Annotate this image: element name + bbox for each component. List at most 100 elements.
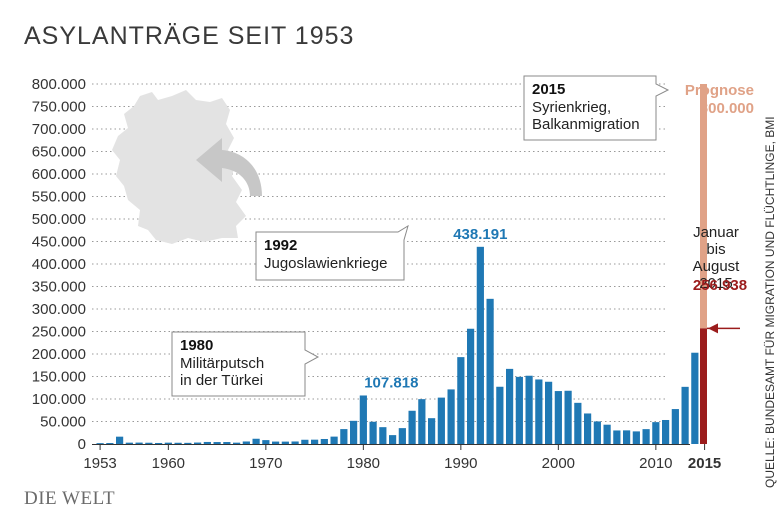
bar xyxy=(223,442,231,444)
bar xyxy=(194,442,202,444)
callout-title: 1992 xyxy=(264,237,297,254)
bar xyxy=(174,442,182,444)
y-tick-label: 50.000 xyxy=(40,414,86,431)
callout-text: Militärputsch xyxy=(180,355,264,372)
bar xyxy=(242,441,250,444)
bar xyxy=(486,298,494,444)
bar xyxy=(428,418,436,444)
bar xyxy=(681,386,689,444)
bar xyxy=(408,410,416,444)
x-tick-label: 1980 xyxy=(347,455,380,472)
y-tick-label: 600.000 xyxy=(32,166,86,183)
actual-value: 256.938 xyxy=(693,277,747,294)
bar xyxy=(116,436,124,444)
callout-box xyxy=(171,331,320,397)
bar xyxy=(213,442,221,444)
peak-labels: 107.818 438.191 xyxy=(364,226,507,392)
bar xyxy=(262,440,270,444)
bar xyxy=(106,443,114,444)
callout-box xyxy=(255,224,409,281)
y-tick-label: 350.000 xyxy=(32,279,86,296)
y-tick-label: 550.000 xyxy=(32,189,86,206)
bar xyxy=(457,357,465,444)
x-tick-label: 1953 xyxy=(83,455,116,472)
germany-map-shape xyxy=(112,90,246,244)
bar xyxy=(476,246,484,444)
y-tick-label: 650.000 xyxy=(32,144,86,161)
x-tick-label: 1960 xyxy=(152,455,185,472)
y-tick-label: 750.000 xyxy=(32,99,86,116)
y-tick-label: 800.000 xyxy=(32,76,86,93)
bar xyxy=(340,429,348,444)
bar xyxy=(496,386,504,444)
bar xyxy=(252,438,260,444)
bar xyxy=(593,421,601,444)
x-tick-label: 2015 xyxy=(688,455,721,472)
callout-text: in der Türkei xyxy=(180,372,263,389)
bar xyxy=(164,442,172,444)
x-axis: 1953 1960 1970 1980 1990 2000 2010 2015 xyxy=(83,444,721,472)
callout-box xyxy=(523,75,670,141)
bar xyxy=(613,430,621,444)
prognose-label: Prognose xyxy=(685,82,754,99)
bar xyxy=(301,439,309,444)
callout-text: Jugoslawienkriege xyxy=(264,255,387,272)
bar-prognose-2015 xyxy=(700,84,707,329)
curved-arrow-icon xyxy=(196,138,262,196)
bar xyxy=(369,421,377,444)
actual-period-label: bis xyxy=(706,241,725,258)
bar xyxy=(135,442,143,444)
bar xyxy=(389,435,397,444)
bar xyxy=(291,441,299,444)
source-note: QUELLE: BUNDESAMT FÜR MIGRATION UND FLÜC… xyxy=(763,116,777,488)
bar-actual-2015 xyxy=(700,328,707,444)
bar xyxy=(233,442,241,444)
bar xyxy=(623,430,631,444)
x-tick-label: 2000 xyxy=(542,455,575,472)
bar xyxy=(184,442,192,444)
bar xyxy=(574,402,582,444)
prognose-value: 800.000 xyxy=(700,100,754,117)
bar xyxy=(125,442,133,444)
bar xyxy=(359,395,367,444)
peak-label: 107.818 xyxy=(364,374,418,391)
peak-label: 438.191 xyxy=(453,226,507,243)
bar-series xyxy=(96,246,699,444)
bar xyxy=(506,368,514,444)
bar xyxy=(632,431,640,444)
bar xyxy=(398,428,406,444)
bar xyxy=(642,429,650,444)
y-tick-label: 0 xyxy=(78,436,86,453)
bar xyxy=(603,424,611,444)
y-tick-label: 150.000 xyxy=(32,369,86,386)
bar xyxy=(564,390,572,444)
actual-period-label: 2015 xyxy=(699,275,732,292)
bar xyxy=(437,397,445,444)
y-axis-ticks: 800.000 750.000 700.000 650.000 600.000 550.0… xyxy=(32,76,86,453)
germany-map-icon xyxy=(112,90,246,244)
bar xyxy=(515,376,523,444)
publisher-logo-text: DIE WELT xyxy=(24,488,116,509)
bar xyxy=(584,413,592,444)
bar xyxy=(525,375,533,444)
bar xyxy=(281,441,289,444)
publisher-logo: DIE WELT xyxy=(24,488,115,510)
y-tick-label: 400.000 xyxy=(32,256,86,273)
bar xyxy=(671,409,679,444)
actual-arrow-icon xyxy=(708,323,718,334)
bar xyxy=(311,439,319,444)
callout-title: 2015 xyxy=(532,81,565,98)
actual-period-label: August xyxy=(693,258,741,275)
y-tick-label: 500.000 xyxy=(32,211,86,228)
bar xyxy=(662,419,670,444)
bar xyxy=(203,441,211,444)
bar xyxy=(418,399,426,444)
bar xyxy=(545,381,553,444)
y-tick-label: 300.000 xyxy=(32,301,86,318)
bar xyxy=(652,422,660,444)
x-tick-label: 1990 xyxy=(444,455,477,472)
